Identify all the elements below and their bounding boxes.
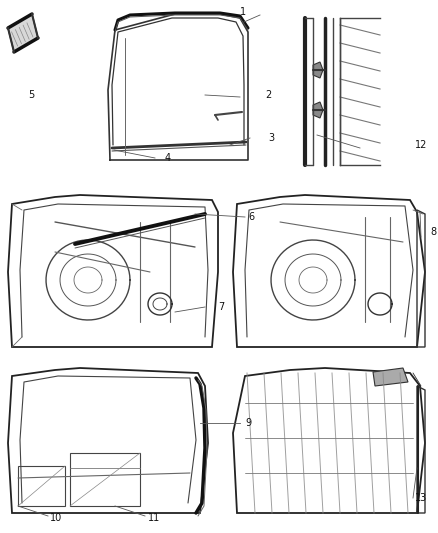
Text: 11: 11 xyxy=(148,513,160,523)
Text: 4: 4 xyxy=(165,153,171,163)
Polygon shape xyxy=(373,368,408,386)
Polygon shape xyxy=(313,62,323,78)
Text: 6: 6 xyxy=(248,212,254,222)
Text: 1: 1 xyxy=(240,7,246,17)
Text: 9: 9 xyxy=(245,418,251,428)
Text: 8: 8 xyxy=(430,227,436,237)
Text: 10: 10 xyxy=(50,513,62,523)
Polygon shape xyxy=(8,14,38,52)
Text: 12: 12 xyxy=(415,140,427,150)
Text: 5: 5 xyxy=(28,90,34,100)
Polygon shape xyxy=(313,102,323,118)
Text: 13: 13 xyxy=(415,493,427,503)
Text: 3: 3 xyxy=(268,133,274,143)
Text: 7: 7 xyxy=(218,302,224,312)
Text: 2: 2 xyxy=(265,90,271,100)
